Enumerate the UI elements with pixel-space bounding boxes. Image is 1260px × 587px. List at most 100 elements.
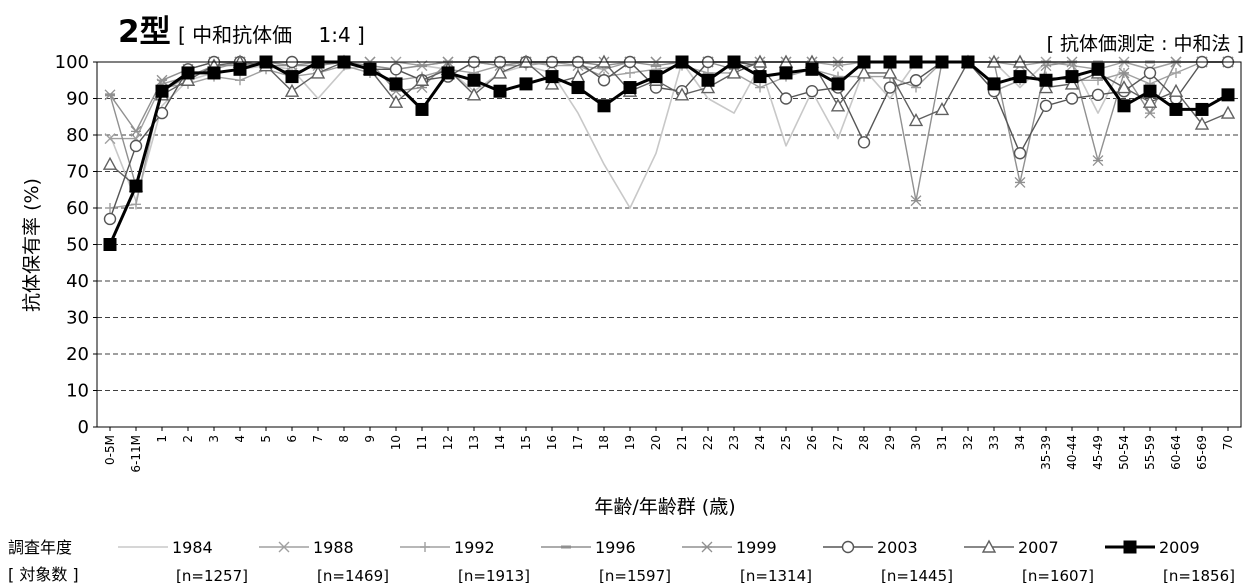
data-point-2007 — [1116, 80, 1132, 94]
data-point-2007 — [1038, 80, 1054, 94]
data-point-2003 — [857, 136, 871, 149]
legend-item-1996: 1996 [n=1597] — [541, 538, 671, 585]
data-point-2009 — [1221, 88, 1235, 102]
x-tick-label: 24 — [753, 435, 767, 450]
data-point-2009 — [701, 73, 715, 87]
chart-type-label: 2型 — [118, 14, 171, 50]
x-tick-label: 28 — [857, 435, 871, 450]
data-point-2003 — [103, 212, 117, 226]
legend-count-1996: [n=1597] — [599, 567, 671, 585]
legend-count-1988: [n=1469] — [317, 567, 389, 585]
series-1996 — [105, 60, 1233, 188]
y-tick-label: 20 — [66, 344, 89, 365]
data-point-1999 — [1014, 176, 1026, 188]
legend-marker-1992 — [420, 542, 430, 552]
data-point-1999 — [1118, 67, 1130, 79]
x-tick-label: 22 — [701, 435, 715, 450]
legend-count-2009: [n=1856] — [1163, 567, 1235, 585]
x-tick-label: 3 — [207, 435, 221, 443]
data-point-1992 — [131, 199, 141, 210]
legend-label-2003: 2003 — [877, 538, 918, 557]
data-point-2009 — [285, 70, 299, 84]
data-point-2009 — [623, 81, 637, 95]
legend-label-2007: 2007 — [1018, 538, 1059, 557]
legend-item-2003: 2003 [n=1445] — [823, 538, 953, 585]
x-tick-label: 14 — [493, 435, 507, 450]
data-point-2007 — [726, 65, 742, 79]
x-tick-label: 1 — [155, 435, 169, 443]
data-point-2007 — [674, 87, 690, 101]
data-point-1992 — [755, 82, 765, 93]
data-point-2003 — [909, 74, 923, 87]
x-tick-label: 32 — [961, 435, 975, 450]
x-tick-label: 16 — [545, 435, 559, 450]
data-point-2009 — [571, 81, 585, 95]
data-point-2009 — [415, 102, 429, 116]
method-note: [ 抗体価測定 : 中和法 ] — [1047, 33, 1244, 55]
x-tick-label: 70 — [1221, 435, 1235, 450]
legend-count-2003: [n=1445] — [881, 567, 953, 585]
x-tick-label: 6 — [285, 435, 299, 443]
legend-marker-1988 — [278, 541, 290, 553]
x-tick-label: 12 — [441, 435, 455, 450]
data-point-2003 — [1013, 147, 1027, 160]
data-point-2009 — [129, 179, 143, 193]
data-point-2009 — [649, 70, 663, 84]
legend-label-2009: 2009 — [1159, 538, 1200, 557]
x-tick-label: 11 — [415, 435, 429, 450]
x-tick-label: 45-49 — [1091, 435, 1105, 470]
data-point-2007 — [882, 65, 898, 79]
data-point-1999 — [130, 125, 142, 137]
x-tick-label: 10 — [389, 435, 403, 450]
data-point-2007 — [102, 156, 118, 170]
x-axis-label: 年齢/年齢群 (歳) — [594, 496, 735, 518]
legend-marker-1999 — [701, 541, 713, 553]
legend-label-1992: 1992 — [454, 538, 495, 557]
x-tick-label: 9 — [363, 435, 377, 443]
y-tick-label: 80 — [66, 125, 89, 146]
data-point-1999 — [910, 195, 922, 207]
data-point-2009 — [1039, 73, 1053, 87]
data-point-1992 — [1171, 67, 1181, 78]
series-line-1988 — [110, 61, 1228, 140]
data-point-2009 — [1117, 99, 1131, 113]
x-tick-label: 15 — [519, 435, 533, 450]
data-point-2003 — [1143, 66, 1157, 80]
y-tick-label: 10 — [66, 381, 89, 402]
y-tick-label: 90 — [66, 89, 89, 110]
y-tick-label: 100 — [55, 52, 89, 73]
legend-item-1988: 1988 [n=1469] — [259, 538, 389, 585]
legend-label-1984: 1984 — [172, 538, 213, 557]
series-2009 — [103, 55, 1235, 251]
data-point-2009 — [181, 66, 195, 80]
data-point-2009 — [597, 99, 611, 113]
data-point-2007 — [388, 94, 404, 108]
data-point-2009 — [1195, 102, 1209, 116]
data-point-2007 — [1220, 105, 1236, 119]
data-point-2009 — [1143, 84, 1157, 98]
legend-label-1999: 1999 — [736, 538, 777, 557]
x-tick-label: 50-54 — [1117, 435, 1131, 470]
x-tick-label: 13 — [467, 435, 481, 450]
legend-marker-2007 — [981, 539, 997, 553]
x-tick-label: 40-44 — [1065, 435, 1079, 470]
data-point-2007 — [908, 112, 924, 127]
y-axis-label: 抗体保有率 (%) — [21, 178, 43, 312]
data-point-2009 — [779, 66, 793, 80]
data-point-2009 — [805, 62, 819, 76]
data-point-2009 — [441, 66, 455, 80]
data-point-1999 — [156, 74, 168, 86]
x-tick-label: 35-39 — [1039, 435, 1053, 470]
legend-item-1992: 1992 [n=1913] — [400, 538, 530, 585]
x-tick-label: 20 — [649, 435, 663, 450]
x-tick-label: 17 — [571, 435, 585, 450]
series-line-1999 — [109, 61, 1228, 202]
data-point-2003 — [805, 84, 819, 98]
x-tick-label: 6-11M — [129, 435, 143, 473]
data-point-2009 — [519, 77, 533, 91]
y-tick-label: 60 — [66, 198, 89, 219]
data-point-2009 — [831, 77, 845, 91]
data-point-2007 — [544, 76, 560, 90]
data-point-2009 — [987, 77, 1001, 91]
data-point-1999 — [1092, 155, 1104, 167]
